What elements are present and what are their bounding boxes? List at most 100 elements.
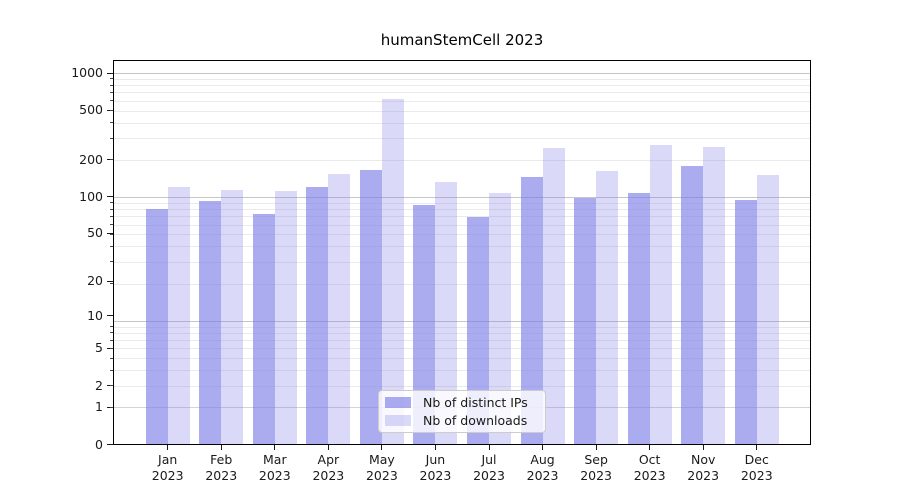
x-axis-tick — [220, 445, 222, 450]
bar-distinct-ips — [145, 209, 168, 444]
gridline-minor — [114, 340, 810, 342]
y-axis-minor-tick — [110, 122, 113, 124]
bar-distinct-ips — [520, 177, 543, 444]
x-axis-tick — [649, 445, 651, 450]
x-axis-label: Jul 2023 — [473, 452, 505, 483]
x-axis-label: Jun 2023 — [419, 452, 452, 483]
bar-distinct-ips — [413, 205, 436, 444]
y-axis-tick — [107, 196, 113, 198]
x-axis-tick — [702, 445, 704, 450]
y-axis-minor-tick — [110, 332, 113, 334]
gridline-minor — [114, 138, 810, 140]
bar-downloads — [221, 190, 244, 444]
y-axis-minor-tick — [110, 159, 113, 161]
y-axis-tick — [107, 315, 113, 317]
y-axis-minor-tick — [110, 326, 113, 328]
bar-downloads — [596, 171, 619, 444]
gridline-minor — [114, 261, 810, 263]
x-axis-label: Mar 2023 — [258, 452, 291, 483]
y-axis-minor-tick — [110, 137, 113, 139]
plot-area — [114, 61, 810, 444]
x-axis-label: Nov 2023 — [687, 452, 720, 483]
x-axis-tick — [434, 445, 436, 450]
gridline-minor — [114, 78, 810, 80]
y-axis-minor-tick — [110, 406, 113, 408]
gridline-minor — [114, 216, 810, 218]
bar-downloads — [381, 99, 404, 444]
gridline-minor — [114, 92, 810, 94]
x-axis-tick — [595, 445, 597, 450]
chart-title: humanStemCell 2023 — [380, 31, 544, 49]
gridline-major — [114, 320, 810, 322]
y-axis-label: 200 — [79, 151, 103, 167]
y-axis-minor-tick — [110, 208, 113, 210]
bar-downloads — [489, 192, 511, 444]
bar-downloads — [274, 191, 297, 444]
gridline-minor — [114, 348, 810, 350]
x-axis-label: Aug 2023 — [526, 452, 559, 483]
bar-downloads — [435, 181, 458, 444]
bar-distinct-ips — [467, 216, 489, 444]
x-axis-label: Apr 2023 — [312, 452, 345, 483]
y-axis-minor-tick — [110, 215, 113, 217]
y-axis-tick — [107, 232, 113, 234]
bar-downloads — [756, 175, 779, 444]
gridline-minor — [114, 202, 810, 204]
gridline-minor — [114, 332, 810, 334]
x-axis-label: Sep 2023 — [580, 452, 612, 483]
y-axis-tick — [107, 72, 113, 74]
legend-swatch-downloads — [385, 414, 411, 426]
y-axis-label: 2 — [95, 377, 103, 393]
bar-distinct-ips — [306, 187, 329, 444]
gridline-minor — [114, 326, 810, 328]
y-axis-label: 20 — [87, 273, 103, 288]
x-axis-tick — [756, 445, 758, 450]
bar-distinct-ips — [681, 166, 704, 444]
y-axis-tick — [107, 280, 113, 282]
y-axis-minor-tick — [110, 100, 113, 102]
y-axis-label: 0 — [95, 436, 103, 452]
y-axis-minor-tick — [110, 78, 113, 80]
bar-distinct-ips — [252, 214, 275, 444]
gridline-minor — [114, 122, 810, 124]
legend-swatch-distinct-ips — [385, 397, 411, 409]
x-axis-label: Oct 2023 — [633, 452, 666, 483]
bar-distinct-ips — [199, 201, 222, 444]
y-axis-label: 1000 — [71, 65, 103, 81]
y-axis-minor-tick — [110, 369, 113, 371]
y-axis-label: 1 — [95, 399, 103, 415]
y-axis-label: 5 — [95, 340, 103, 356]
bar-downloads — [167, 186, 190, 444]
y-axis-minor-tick — [110, 261, 113, 263]
gridline-minor — [114, 370, 810, 372]
gridline-minor — [114, 209, 810, 211]
bar-downloads — [649, 145, 672, 444]
gridline-minor — [114, 224, 810, 226]
gridline-minor — [114, 159, 810, 161]
y-axis-label: 10 — [87, 307, 103, 323]
bar-downloads — [328, 174, 351, 444]
legend: Nb of distinct IPs Nb of downloads — [378, 390, 546, 433]
x-axis-tick — [327, 445, 329, 450]
y-axis-minor-tick — [110, 347, 113, 349]
y-axis-minor-tick — [110, 385, 113, 387]
gridline-minor — [114, 358, 810, 360]
x-axis-label: May 2023 — [365, 452, 398, 483]
x-axis-tick — [488, 445, 490, 450]
y-axis-label: 500 — [79, 102, 103, 118]
gridline-minor — [114, 100, 810, 102]
y-axis-minor-tick — [110, 357, 113, 359]
x-axis-label: Feb 2023 — [205, 452, 238, 483]
gridline-minor — [114, 283, 810, 285]
y-axis-minor-tick — [110, 283, 113, 285]
y-axis-minor-tick — [110, 245, 113, 247]
bar-distinct-ips — [627, 193, 650, 444]
x-axis-tick — [542, 445, 544, 450]
x-axis-tick — [381, 445, 383, 450]
legend-item-downloads: Nb of downloads — [385, 413, 545, 428]
bar-distinct-ips — [574, 197, 597, 444]
gridline-minor — [114, 85, 810, 87]
y-axis-minor-tick — [110, 84, 113, 86]
gridline-minor — [114, 110, 810, 112]
